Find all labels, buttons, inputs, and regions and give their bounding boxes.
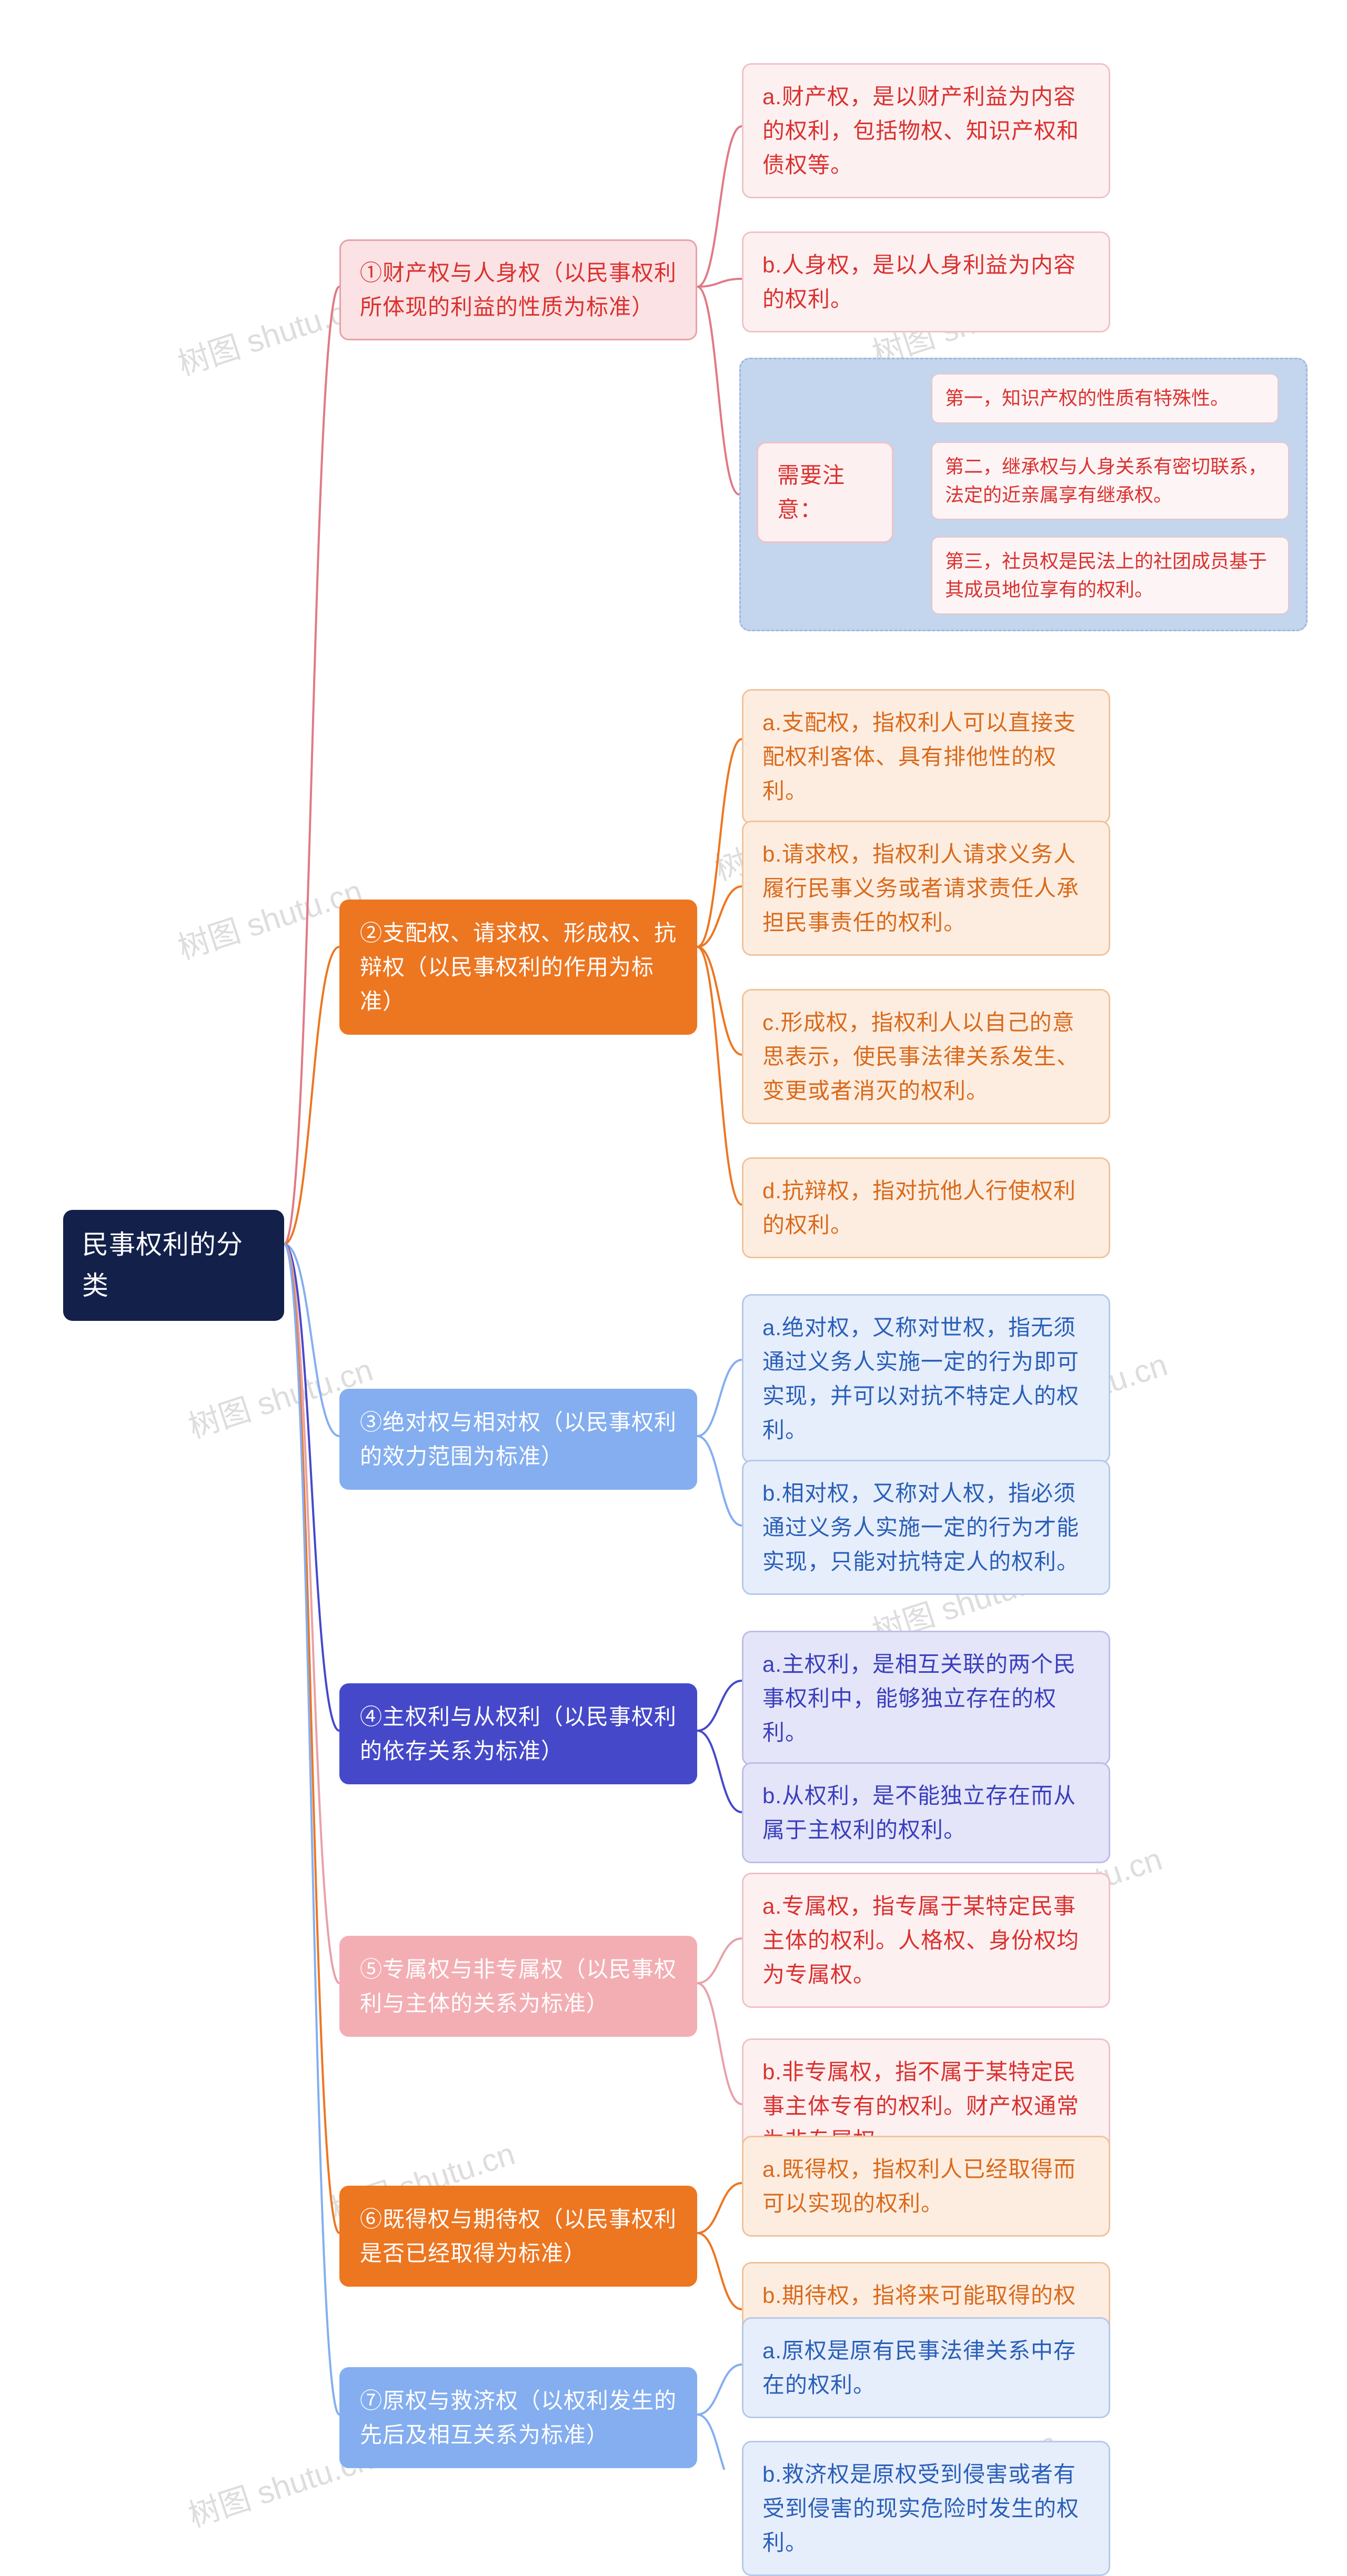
annotation-label: 需要注意：: [757, 442, 893, 543]
branch-node: ⑦原权与救济权（以权利发生的先后及相互关系为标准）: [339, 2367, 697, 2468]
branch-node: ②支配权、请求权、形成权、抗辩权（以民事权利的作用为标准）: [339, 900, 697, 1035]
leaf-node: a.财产权，是以财产利益为内容的权利，包括物权、知识产权和债权等。: [742, 63, 1110, 198]
watermark: 树图 shutu.cn: [171, 282, 367, 385]
leaf-node: b.请求权，指权利人请求义务人履行民事义务或者请求责任人承担民事责任的权利。: [742, 821, 1110, 956]
branch-node: ⑤专属权与非专属权（以民事权利与主体的关系为标准）: [339, 1936, 697, 2037]
annotation-note: 第三，社员权是民法上的社团成员基于其成员地位享有的权利。: [931, 537, 1289, 614]
leaf-node: b.相对权，又称对人权，指必须通过义务人实施一定的行为才能实现，只能对抗特定人的…: [742, 1460, 1110, 1595]
annotation-note: 第一，知识产权的性质有特殊性。: [931, 373, 1279, 423]
branch-node: ③绝对权与相对权（以民事权利的效力范围为标准）: [339, 1389, 697, 1490]
leaf-node: a.绝对权，又称对世权，指无须通过义务人实施一定的行为即可实现，并可以对抗不特定…: [742, 1294, 1110, 1463]
leaf-node: b.人身权，是以人身利益为内容的权利。: [742, 231, 1110, 332]
annotation-note: 第二，继承权与人身关系有密切联系，法定的近亲属享有继承权。: [931, 442, 1289, 520]
root-node: 民事权利的分类: [63, 1210, 284, 1321]
leaf-node: a.专属权，指专属于某特定民事主体的权利。人格权、身份权均为专属权。: [742, 1873, 1110, 2008]
leaf-node: a.原权是原有民事法律关系中存在的权利。: [742, 2317, 1110, 2418]
branch-node: ④主权利与从权利（以民事权利的依存关系为标准）: [339, 1683, 697, 1784]
diagram-canvas: 树图 shutu.cn树图 shutu.cn树图 shutu.cn树图 shut…: [0, 0, 1347, 2470]
leaf-node: a.支配权，指权利人可以直接支配权利客体、具有排他性的权利。: [742, 689, 1110, 824]
leaf-node: c.形成权，指权利人以自己的意思表示，使民事法律关系发生、变更或者消灭的权利。: [742, 989, 1110, 1124]
branch-node: ⑥既得权与期待权（以民事权利是否已经取得为标准）: [339, 2186, 697, 2287]
branch-node: ①财产权与人身权（以民事权利所体现的利益的性质为标准）: [339, 239, 697, 340]
watermark: 树图 shutu.cn: [171, 866, 367, 968]
leaf-node: a.既得权，指权利人已经取得而可以实现的权利。: [742, 2136, 1110, 2237]
leaf-node: d.抗辩权，指对抗他人行使权利的权利。: [742, 1157, 1110, 1258]
leaf-node: a.主权利，是相互关联的两个民事权利中，能够独立存在的权利。: [742, 1631, 1110, 1766]
leaf-node: b.救济权是原权受到侵害或者有受到侵害的现实危险时发生的权利。: [742, 2441, 1110, 2576]
leaf-node: b.从权利，是不能独立存在而从属于主权利的权利。: [742, 1762, 1110, 1863]
